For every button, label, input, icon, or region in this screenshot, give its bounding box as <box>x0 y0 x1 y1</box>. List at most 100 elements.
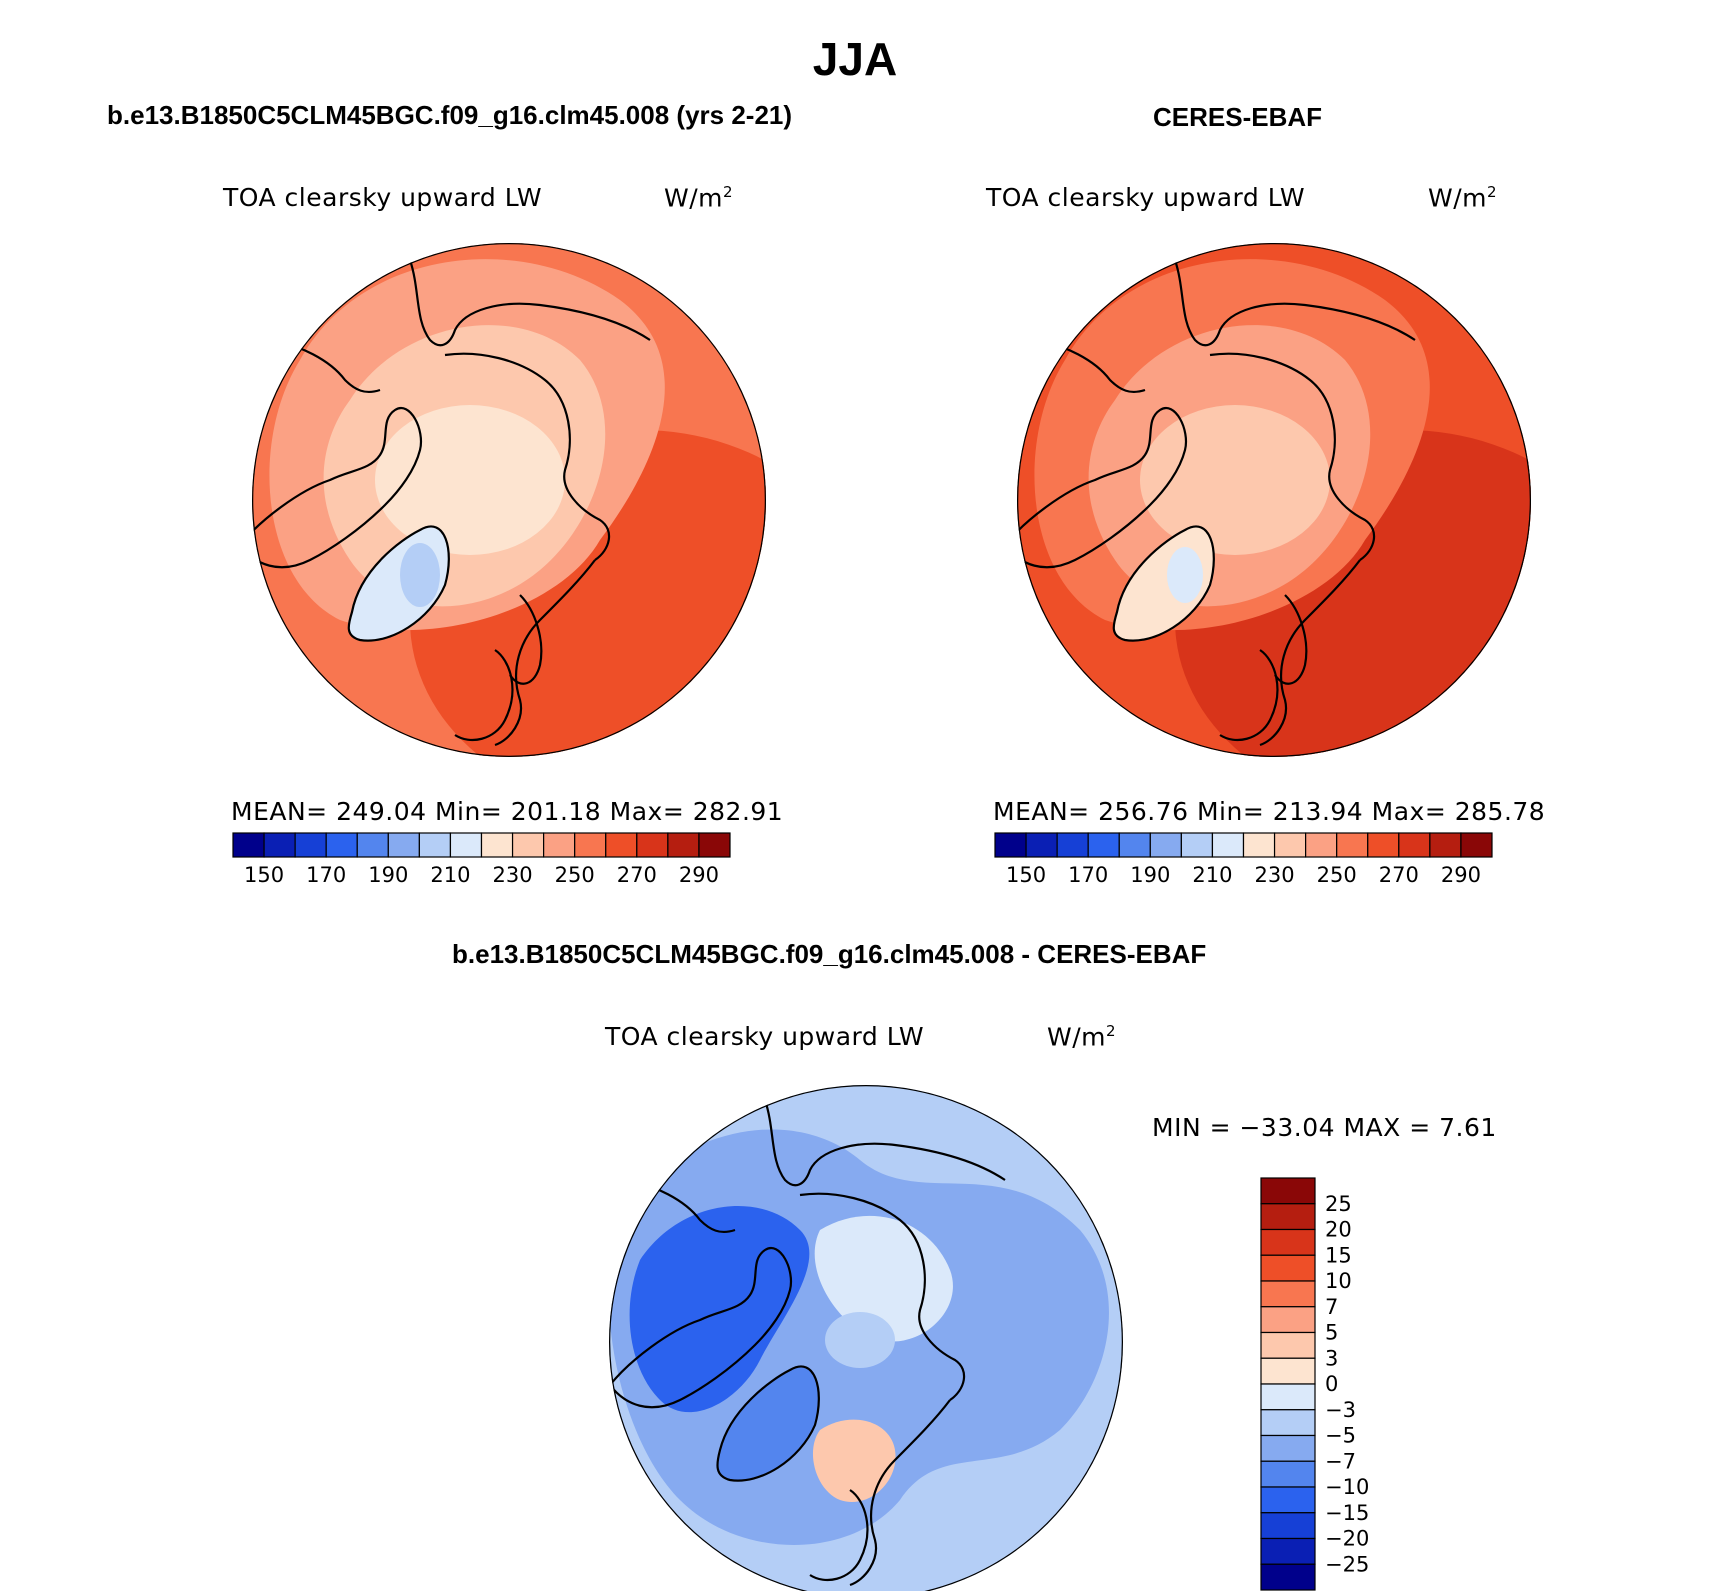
colorbar-swatch <box>698 832 731 858</box>
colorbar-swatch <box>1025 832 1058 858</box>
colorbar-tick-label: 170 <box>306 863 346 887</box>
colorbar-swatch <box>636 832 669 858</box>
colorbar-tick-label: 250 <box>555 863 595 887</box>
colorbar-swatch <box>1118 832 1151 858</box>
diff-polar-map <box>609 1085 1123 1591</box>
colorbar-swatch <box>325 832 358 858</box>
greenland-fill <box>717 1366 819 1481</box>
colorbar-tick-label: 210 <box>430 863 470 887</box>
colorbar-swatch <box>511 832 545 858</box>
colorbar-swatch <box>1260 1537 1316 1565</box>
colorbar-swatch <box>1180 832 1214 858</box>
colorbar-tick-label: −25 <box>1325 1552 1369 1576</box>
colorbar-swatch <box>387 832 420 858</box>
colorbar-swatch <box>1398 832 1431 858</box>
colorbar-tick-label: −20 <box>1325 1527 1369 1551</box>
colorbar-tick-label: 270 <box>617 863 657 887</box>
colorbar-swatch <box>1260 1460 1316 1488</box>
diff-panel-title: b.e13.B1850C5CLM45BGC.f09_g16.clm45.008 … <box>452 939 1207 969</box>
greenland-core <box>812 1419 896 1502</box>
colorbar-swatch <box>1260 1357 1316 1385</box>
colorbar-swatch <box>418 832 452 858</box>
model-colorbar: 150 170 190 210 230 250 270 290 <box>232 832 731 887</box>
page-title: JJA <box>812 33 898 85</box>
colorbar-swatch <box>294 832 327 858</box>
colorbar-tick-label: 230 <box>1255 863 1295 887</box>
colorbar-swatch <box>667 832 700 858</box>
colorbar-swatch <box>1260 1409 1316 1437</box>
colorbar-swatch <box>1273 832 1307 858</box>
model-panel-title: b.e13.B1850C5CLM45BGC.f09_g16.clm45.008 … <box>107 100 793 130</box>
colorbar-tick-label: 230 <box>493 863 533 887</box>
map-mid-band <box>629 1206 810 1413</box>
colorbar-tick-label: 3 <box>1325 1346 1338 1370</box>
diff-variable-label: TOA clearsky upward LW <box>605 1022 925 1051</box>
obs-units-label: W/m2 <box>1428 183 1498 213</box>
colorbar-tick-label: 290 <box>1441 863 1481 887</box>
colorbar-swatch <box>1242 832 1276 858</box>
colorbar-swatch <box>543 832 576 858</box>
colorbar-tick-label: 10 <box>1325 1269 1352 1293</box>
obs-panel-title: CERES-EBAF <box>1153 102 1323 132</box>
colorbar-swatch <box>232 832 265 858</box>
colorbar-swatch <box>1367 832 1400 858</box>
coastlines <box>1017 259 1416 747</box>
colorbar-swatch <box>1260 1383 1316 1411</box>
obs-stats: MEAN= 256.76 Min= 213.94 Max= 285.78 <box>993 797 1546 826</box>
colorbar-tick-label: 15 <box>1325 1243 1352 1267</box>
colorbar-tick-label: 270 <box>1379 863 1419 887</box>
colorbar-swatch <box>1336 832 1369 858</box>
colorbar-swatch <box>1260 1306 1316 1334</box>
colorbar-swatch <box>605 832 638 858</box>
colorbar-tick-label: −7 <box>1325 1449 1356 1473</box>
colorbar-swatch <box>1260 1203 1316 1231</box>
obs-polar-map <box>1017 243 1531 757</box>
colorbar-tick-label: −3 <box>1325 1398 1356 1422</box>
map-core <box>825 1312 895 1368</box>
colorbar-swatch <box>1149 832 1182 858</box>
colorbar-swatch <box>1260 1280 1316 1308</box>
colorbar-tick-label: 290 <box>679 863 719 887</box>
map-core <box>375 405 565 555</box>
diff-stats: MIN = −33.04 MAX = 7.61 <box>1152 1113 1497 1142</box>
colorbar-tick-label: 7 <box>1325 1295 1338 1319</box>
colorbar-tick-label: 150 <box>1006 863 1046 887</box>
model-polar-map <box>252 243 766 757</box>
model-stats: MEAN= 249.04 Min= 201.18 Max= 282.91 <box>231 797 784 826</box>
colorbar-tick-label: 210 <box>1192 863 1232 887</box>
colorbar-tick-label: 5 <box>1325 1321 1338 1345</box>
colorbar-swatch <box>480 832 514 858</box>
colorbar-tick-label: 250 <box>1317 863 1357 887</box>
colorbar-swatch <box>994 832 1027 858</box>
colorbar-tick-label: 150 <box>244 863 284 887</box>
colorbar-swatch <box>356 832 389 858</box>
colorbar-swatch <box>1211 832 1245 858</box>
colorbar-swatch <box>574 832 607 858</box>
colorbar-swatch <box>1087 832 1120 858</box>
colorbar-swatch <box>1260 1512 1316 1540</box>
greenland-core <box>1167 547 1203 603</box>
colorbar-tick-label: 25 <box>1325 1192 1352 1216</box>
obs-variable-label: TOA clearsky upward LW <box>986 183 1306 212</box>
colorbar-swatch <box>1429 832 1462 858</box>
colorbar-tick-label: 0 <box>1325 1372 1338 1396</box>
colorbar-tick-label: −10 <box>1325 1475 1369 1499</box>
colorbar-swatch <box>1260 1228 1316 1256</box>
colorbar-tick-label: −5 <box>1325 1424 1356 1448</box>
colorbar-tick-label: 190 <box>1130 863 1170 887</box>
greenland-core <box>400 543 440 607</box>
coastlines <box>252 259 651 747</box>
colorbar-swatch <box>1056 832 1089 858</box>
colorbar-swatch <box>1460 832 1493 858</box>
colorbar-swatch <box>1260 1434 1316 1462</box>
model-units-label: W/m2 <box>664 183 734 213</box>
colorbar-swatch <box>1260 1331 1316 1359</box>
colorbar-swatch <box>1260 1486 1316 1514</box>
colorbar-tick-label: 20 <box>1325 1218 1352 1242</box>
model-variable-label: TOA clearsky upward LW <box>223 183 543 212</box>
colorbar-swatch <box>1260 1177 1316 1205</box>
colorbar-tick-label: −15 <box>1325 1501 1369 1525</box>
colorbar-swatch <box>1260 1254 1316 1282</box>
